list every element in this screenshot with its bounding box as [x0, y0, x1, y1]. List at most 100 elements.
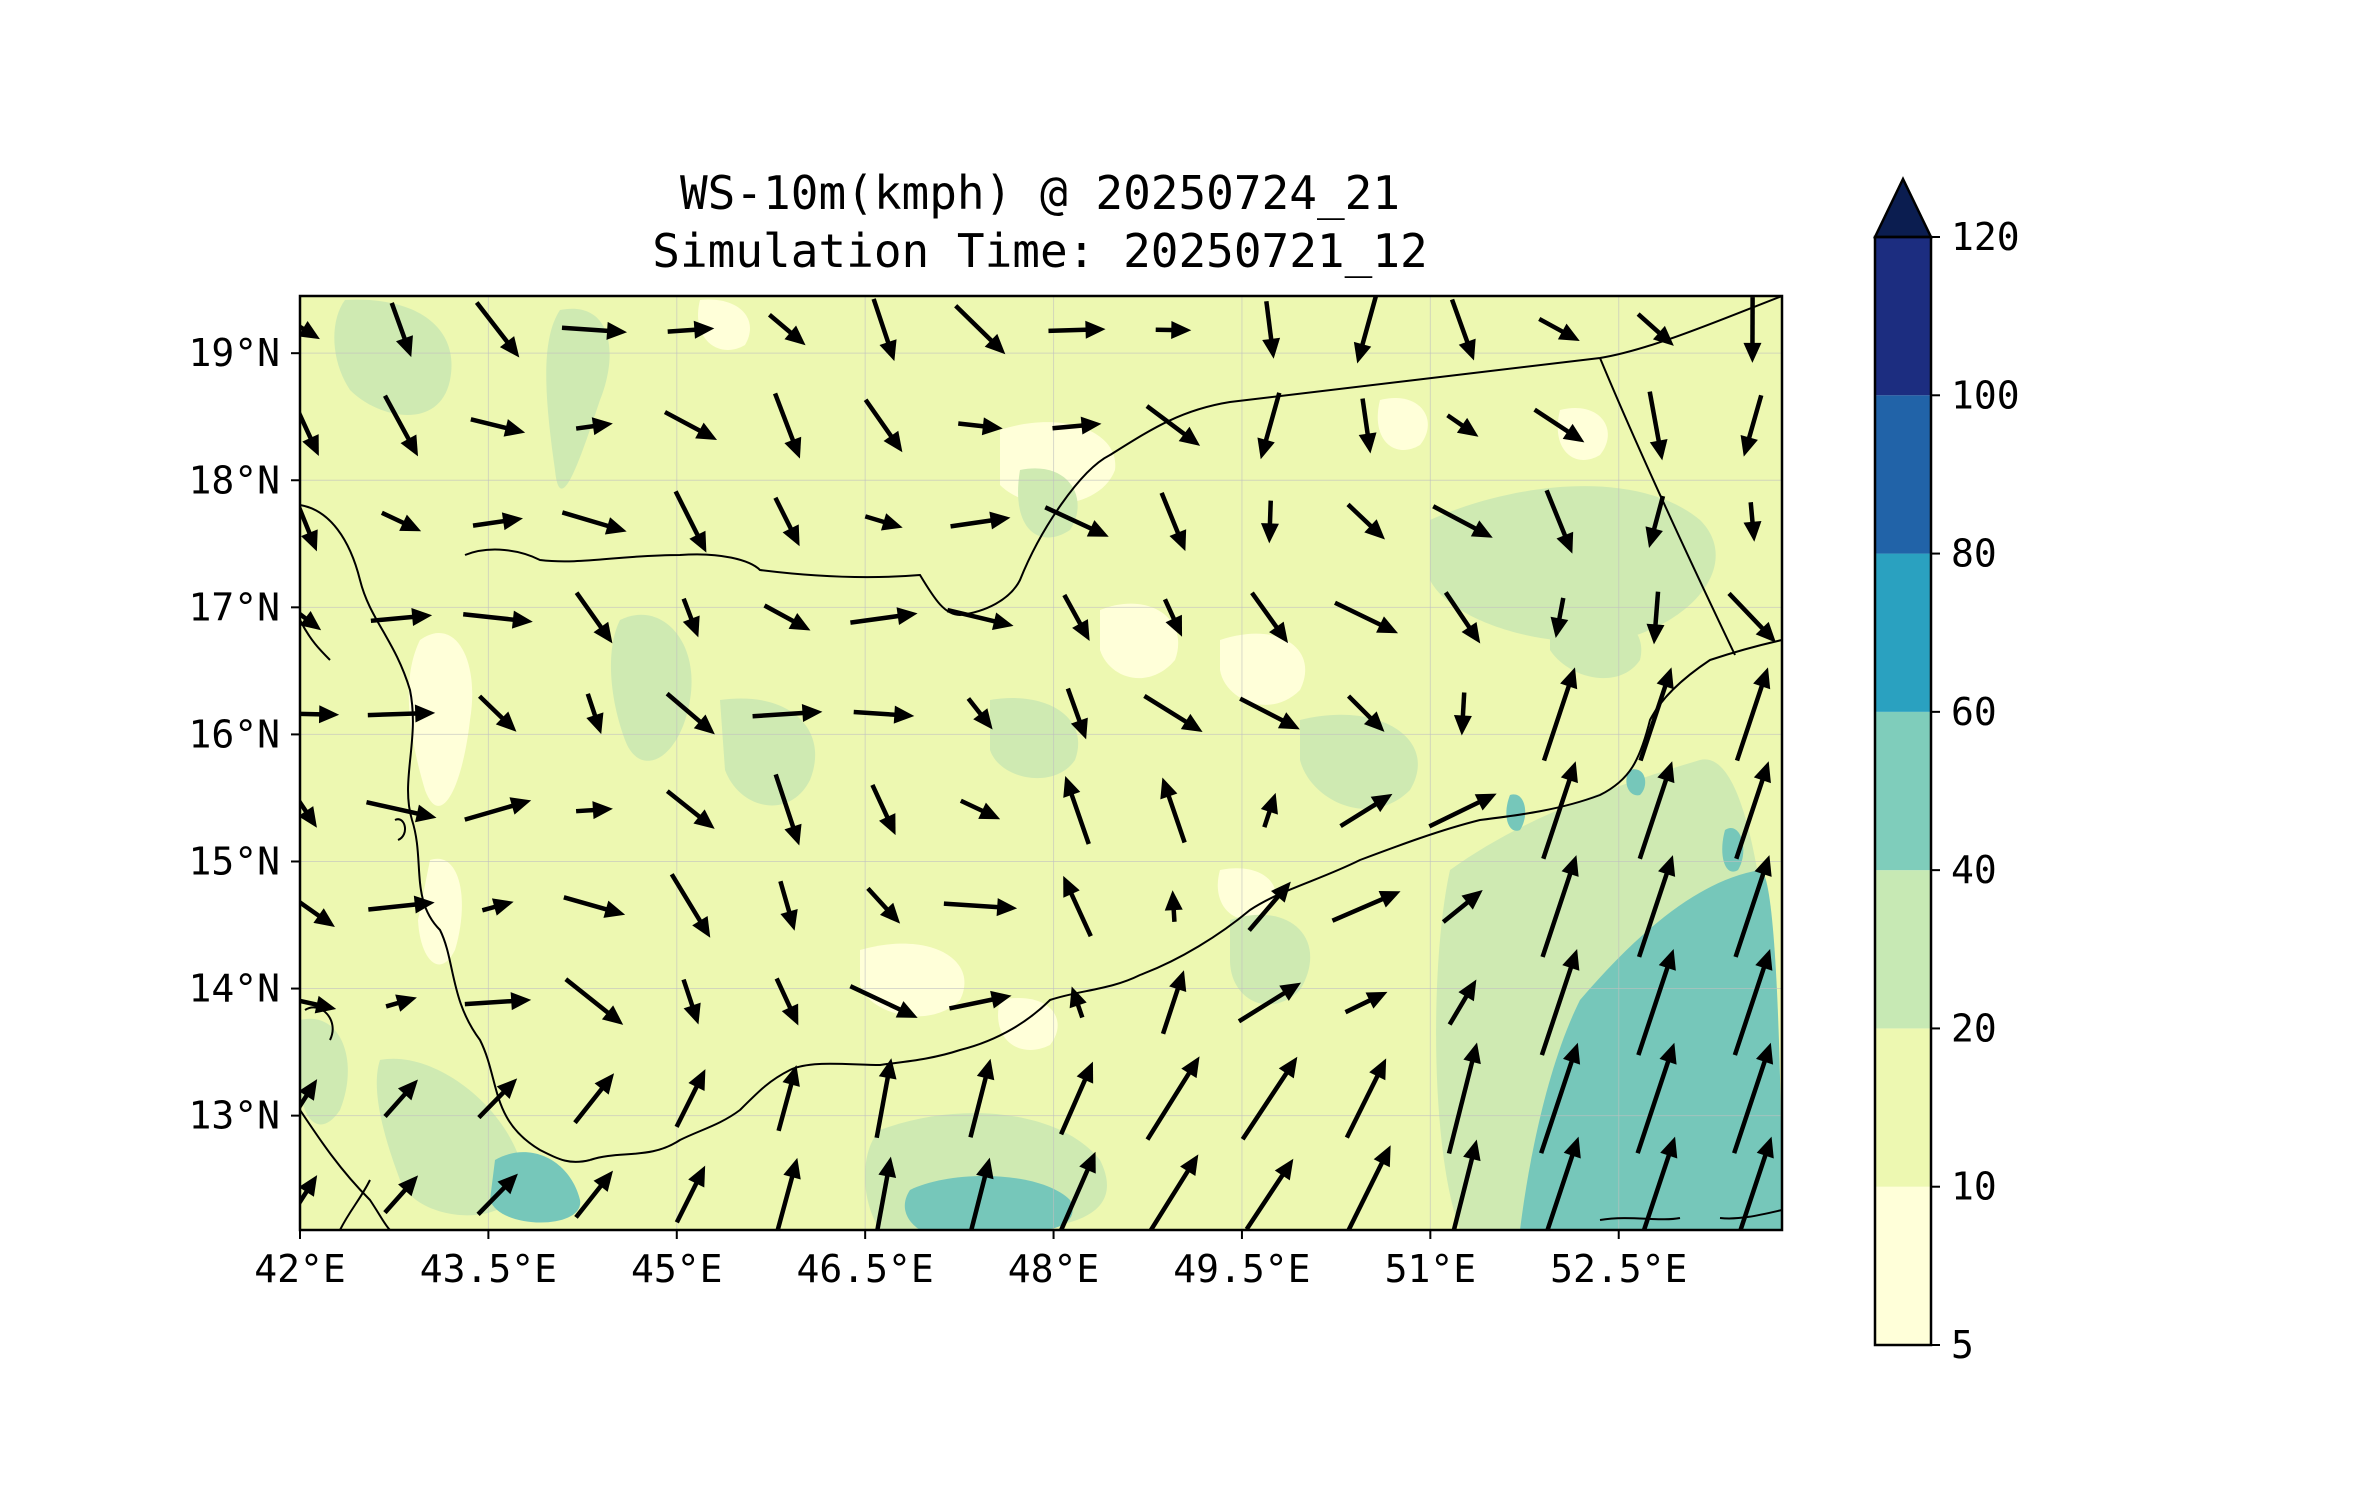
- wind-arrow: [462, 610, 533, 629]
- chart-title-line-1: WS-10m(kmph) @ 20250724_21: [679, 166, 1401, 220]
- wind-arrow: [564, 977, 624, 1025]
- wind-arrow: [1159, 492, 1187, 552]
- wind-arrow: [1237, 982, 1302, 1024]
- lat-tick-label: 16°N: [188, 712, 280, 756]
- wind-arrow: [479, 1367, 517, 1406]
- wind-arrow: [1247, 881, 1291, 932]
- wind-arrow: [1353, 296, 1378, 364]
- wind-arrow: [1636, 1324, 1679, 1447]
- wind-arrow: [293, 1367, 317, 1405]
- wind-arrow: [385, 1367, 418, 1404]
- moderate-wind-patch: [546, 308, 610, 489]
- wind-arrow: [946, 607, 1014, 631]
- wind-arrow: [561, 510, 627, 535]
- wind-arrow: [383, 1079, 418, 1119]
- wind-arrow: [1148, 1154, 1199, 1230]
- wind-arrow: [1062, 593, 1090, 642]
- wind-arrow: [676, 1357, 705, 1416]
- wind-arrow: [1732, 1042, 1774, 1154]
- strong-wind-patch: [490, 1152, 581, 1223]
- wind-arrow: [1052, 416, 1102, 435]
- wind-arrow: [1646, 591, 1665, 645]
- colorbar-label: 40: [1951, 848, 1997, 892]
- wind-arrow: [665, 789, 715, 829]
- coastline-gulf-of-aden: [589, 639, 1782, 1161]
- wind-arrow: [1044, 505, 1109, 537]
- moderate-wind-patch: [376, 1058, 523, 1216]
- wind-arrow: [575, 417, 613, 436]
- wind-arrow: [1636, 855, 1676, 958]
- lon-tick-label: 51°E: [1385, 1247, 1477, 1291]
- lat-tick-label: 14°N: [188, 967, 280, 1011]
- wind-arrow: [1541, 667, 1578, 762]
- wind-vectors: [293, 296, 1776, 1447]
- wind-arrow: [1145, 404, 1201, 446]
- wind-arrow: [1449, 1331, 1480, 1440]
- wind-arrow: [1164, 890, 1183, 922]
- wind-arrow: [778, 880, 798, 931]
- wind-arrow: [970, 1346, 994, 1426]
- wind-arrow: [1539, 948, 1580, 1056]
- wind-arrow: [763, 603, 811, 631]
- wind-arrow: [874, 1058, 897, 1139]
- wind-arrow: [368, 895, 435, 914]
- chart-title-line-2: Simulation Time: 20250721_12: [652, 224, 1428, 278]
- wind-arrow: [1738, 1136, 1774, 1230]
- wind-arrow: [380, 510, 422, 532]
- strong-wind-patch: [904, 1176, 1073, 1230]
- wind-arrow: [775, 1157, 801, 1230]
- wind-arrow: [1539, 1324, 1582, 1447]
- wind-arrow: [1447, 979, 1477, 1026]
- calm-patch: [418, 858, 462, 965]
- wind-arrow: [1148, 1345, 1200, 1427]
- wind-arrow: [1346, 694, 1385, 732]
- wind-arrow: [665, 691, 715, 735]
- colorbar-segment: [1875, 1186, 1931, 1345]
- wind-arrow: [1533, 407, 1585, 443]
- wind-arrow: [772, 392, 802, 459]
- wind-arrow: [1334, 600, 1399, 634]
- wind-arrow: [300, 321, 320, 340]
- wind-arrow: [849, 984, 918, 1018]
- map-frame: [298, 294, 1784, 1232]
- strong-wind-patch: [1520, 870, 1782, 1230]
- colorbar-segment: [1875, 237, 1931, 396]
- lat-tick-label: 17°N: [188, 585, 280, 629]
- moderate-wind-patch: [720, 698, 816, 806]
- wind-arrow: [300, 798, 317, 828]
- wind-arrow: [1059, 1061, 1094, 1136]
- wind-arrow: [1244, 1158, 1294, 1230]
- wind-arrow: [574, 591, 613, 644]
- wind-arrow: [1743, 297, 1762, 363]
- wind-arrow: [464, 992, 532, 1011]
- wind-arrow: [1344, 991, 1388, 1015]
- wind-arrow: [1732, 948, 1773, 1056]
- lat-tick-label: 13°N: [188, 1094, 280, 1138]
- lat-tick-label: 18°N: [188, 458, 280, 502]
- wind-arrow: [1545, 1136, 1581, 1230]
- wind-arrow: [850, 607, 918, 626]
- wind-arrow: [1740, 394, 1764, 457]
- calm-patch: [1557, 408, 1608, 460]
- coastline-red-sea: [300, 504, 591, 1163]
- wind-arrow: [1143, 694, 1203, 733]
- wind-arrow: [1636, 312, 1674, 346]
- moderate-wind-patch: [1230, 914, 1311, 1005]
- colorbar-segment: [1875, 1028, 1931, 1187]
- wind-arrow: [1734, 667, 1771, 762]
- lat-tick-label: 15°N: [188, 839, 280, 883]
- longitude-axis: 42°E 43.5°E 45°E 46.5°E 48°E 49.5°E 51°E 52.5°E: [254, 1230, 1687, 1291]
- wind-arrow: [863, 398, 903, 453]
- wind-arrow: [1048, 320, 1106, 339]
- wind-arrow: [966, 697, 993, 730]
- wind-arrow: [870, 783, 896, 836]
- lon-tick-label: 52.5°E: [1550, 1247, 1687, 1291]
- colorbar-segment: [1875, 395, 1931, 554]
- wind-arrow: [1260, 500, 1279, 544]
- wind-arrow: [875, 1156, 897, 1230]
- calm-patch: [1217, 868, 1276, 920]
- wind-arrow: [681, 978, 701, 1025]
- wind-arrow: [1641, 1136, 1678, 1230]
- wind-arrow: [1539, 1042, 1581, 1154]
- wind-arrow: [1441, 890, 1483, 924]
